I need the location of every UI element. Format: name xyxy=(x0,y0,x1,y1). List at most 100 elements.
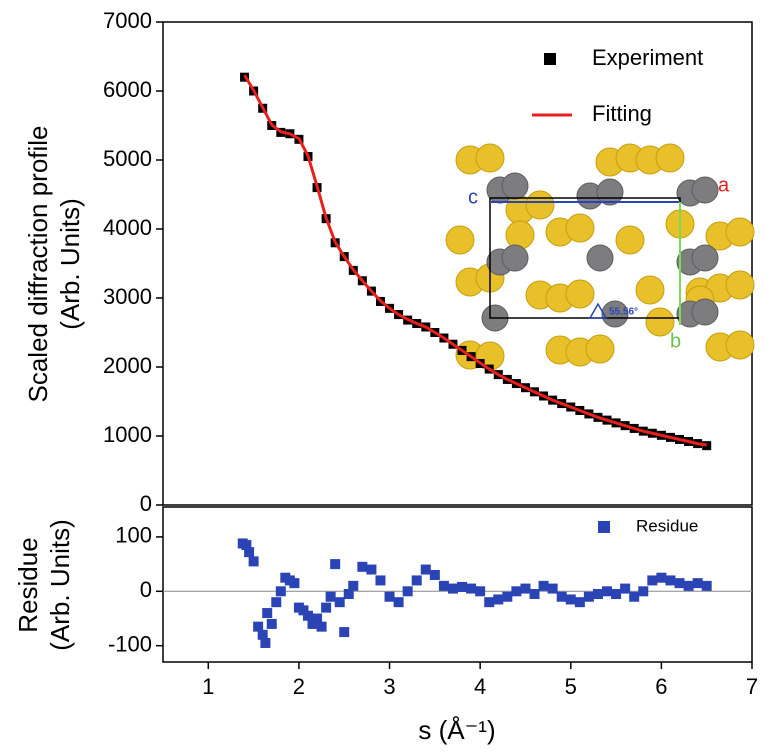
carbon-atom xyxy=(601,300,629,328)
data-point xyxy=(475,586,486,597)
y-label: Residue xyxy=(13,537,43,632)
y-tick-label: 6000 xyxy=(103,77,152,102)
y-tick-label: 1000 xyxy=(103,422,152,447)
sulfur-atom xyxy=(615,225,645,255)
data-point xyxy=(334,597,345,608)
sulfur-atom xyxy=(655,143,685,173)
x-tick-label: 6 xyxy=(655,674,667,699)
x-tick-label: 2 xyxy=(293,674,305,699)
data-point xyxy=(565,594,576,605)
data-point xyxy=(538,580,549,591)
data-point xyxy=(574,597,585,608)
data-point xyxy=(260,637,271,648)
data-point xyxy=(289,578,300,589)
data-point xyxy=(307,618,318,629)
data-point xyxy=(244,547,255,558)
data-point xyxy=(665,575,676,586)
data-point xyxy=(520,583,531,594)
data-point xyxy=(466,583,477,594)
data-point xyxy=(241,540,252,551)
carbon-atom xyxy=(501,244,529,272)
data-point xyxy=(325,591,336,602)
data-point xyxy=(298,605,309,616)
y-tick-label: 3000 xyxy=(103,284,152,309)
y-label: (Arb. Units) xyxy=(55,198,85,329)
sulfur-atom xyxy=(635,275,665,305)
data-point xyxy=(393,597,404,608)
data-point xyxy=(257,629,268,640)
legend-swatch xyxy=(598,521,610,533)
data-point xyxy=(502,591,513,602)
data-point xyxy=(638,586,649,597)
y-tick-label: -100 xyxy=(108,631,152,656)
data-point xyxy=(438,580,449,591)
data-point xyxy=(692,578,703,589)
sulfur-atom xyxy=(525,190,555,220)
y-tick-label: 2000 xyxy=(103,353,152,378)
bottom-frame xyxy=(162,506,753,663)
sulfur-atom xyxy=(645,307,675,337)
data-point xyxy=(420,564,431,575)
data-point xyxy=(357,561,368,572)
data-point xyxy=(547,583,558,594)
data-point xyxy=(556,591,567,602)
carbon-atom xyxy=(691,176,719,204)
x-tick-label: 4 xyxy=(474,674,486,699)
legend-label: Fitting xyxy=(592,101,652,126)
inset-label: c xyxy=(468,186,478,208)
data-point xyxy=(275,586,286,597)
data-point xyxy=(674,578,685,589)
carbon-atom xyxy=(501,172,529,200)
carbon-atom xyxy=(586,244,614,272)
y-tick-label: 100 xyxy=(115,523,152,548)
data-point xyxy=(366,564,377,575)
data-point xyxy=(656,572,667,583)
data-point xyxy=(411,575,422,586)
y-tick-label: 0 xyxy=(140,491,152,516)
data-point xyxy=(248,556,259,567)
data-point xyxy=(484,597,495,608)
sulfur-atom xyxy=(585,334,615,364)
data-point xyxy=(529,589,540,600)
sulfur-atom xyxy=(725,330,755,360)
inset-label: b xyxy=(670,330,681,352)
x-tick-label: 7 xyxy=(746,674,758,699)
data-point xyxy=(629,591,640,602)
data-point xyxy=(620,583,631,594)
y-tick-label: 5000 xyxy=(103,146,152,171)
data-point xyxy=(312,613,323,624)
data-point xyxy=(330,559,341,570)
x-tick-label: 1 xyxy=(202,674,214,699)
x-tick-label: 5 xyxy=(565,674,577,699)
data-point xyxy=(384,591,395,602)
data-point xyxy=(339,627,350,638)
inset-label: a xyxy=(718,174,730,196)
data-point xyxy=(447,583,458,594)
sulfur-atom xyxy=(445,225,475,255)
y-label: (Arb. Units) xyxy=(45,519,75,650)
top-frame xyxy=(162,21,753,506)
x-tick-label: 3 xyxy=(383,674,395,699)
sulfur-atom xyxy=(565,279,595,309)
sulfur-atom xyxy=(725,270,755,300)
data-point xyxy=(457,581,468,592)
y-tick-label: 4000 xyxy=(103,215,152,240)
data-point xyxy=(511,586,522,597)
legend-swatch xyxy=(544,53,556,65)
data-point xyxy=(253,621,264,632)
data-point xyxy=(348,580,359,591)
crystal-inset: c a b 55.56° xyxy=(445,143,755,371)
y-tick-label: 7000 xyxy=(103,8,152,33)
data-point xyxy=(402,586,413,597)
data-point xyxy=(592,589,603,600)
data-point xyxy=(702,441,712,451)
inset-label: 55.56° xyxy=(609,307,638,318)
data-point xyxy=(321,602,332,613)
data-point xyxy=(583,591,594,602)
data-point xyxy=(262,608,273,619)
data-point xyxy=(683,580,694,591)
sulfur-atom xyxy=(505,220,535,250)
data-point xyxy=(375,575,386,586)
data-point xyxy=(602,586,613,597)
